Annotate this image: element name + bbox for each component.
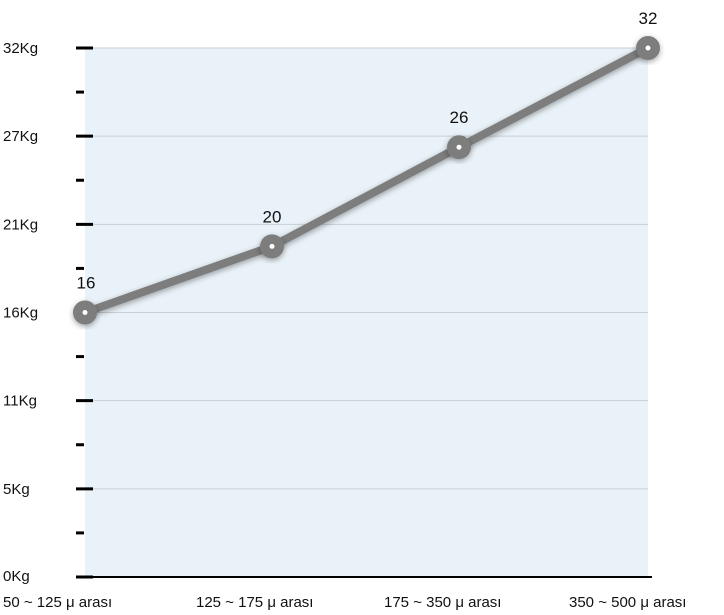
data-label: 32 [639, 9, 658, 28]
y-tick-label: 0Kg [3, 568, 30, 585]
x-tick-label: 350 ~ 500 μ arası [569, 594, 686, 611]
data-points [73, 36, 660, 325]
data-label: 26 [450, 108, 469, 127]
y-tick-label: 11Kg [3, 393, 37, 410]
y-tick-label: 32Kg [3, 40, 38, 57]
data-labels: 16 20 26 32 [77, 9, 658, 293]
y-tick-label: 5Kg [3, 481, 30, 498]
x-tick-label: 50 ~ 125 μ arası [3, 594, 112, 611]
series-line [81, 44, 652, 317]
gridlines [85, 47, 648, 490]
y-tick-label: 21Kg [3, 216, 38, 233]
y-tick-label: 27Kg [3, 128, 38, 145]
series-line-group [81, 44, 652, 317]
data-label: 16 [77, 274, 96, 293]
data-point-center [82, 310, 88, 315]
x-axis-tick-labels: 50 ~ 125 μ arası 125 ~ 175 μ arası 175 ~ 3… [3, 594, 686, 611]
y-axis-ticks [76, 46, 93, 579]
data-point-center [645, 45, 651, 51]
x-tick-label: 175 ~ 350 μ arası [384, 594, 501, 611]
x-tick-label: 125 ~ 175 μ arası [196, 594, 313, 611]
data-point-center [269, 243, 275, 249]
y-axis-tick-labels: 0Kg 5Kg 11Kg 16Kg 21Kg 27Kg 32Kg [3, 40, 38, 585]
data-label: 20 [263, 207, 282, 226]
y-tick-label: 16Kg [3, 305, 38, 322]
data-point-center [456, 144, 462, 150]
